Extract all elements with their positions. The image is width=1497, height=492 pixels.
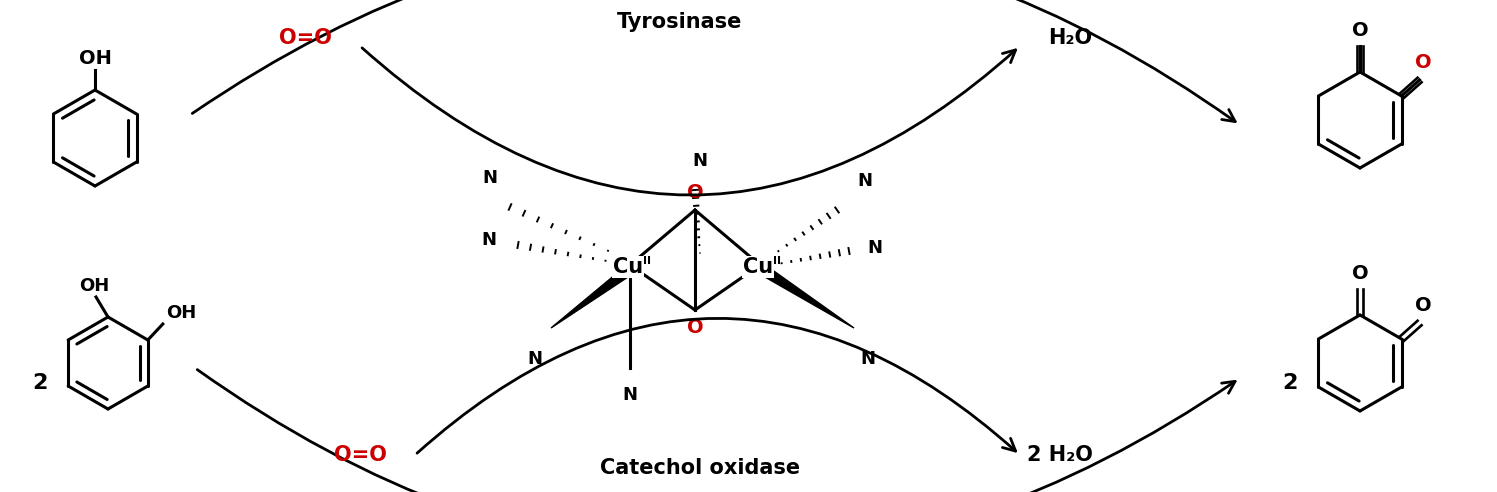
Text: 2 H₂O: 2 H₂O [1027, 445, 1093, 465]
Text: Cu: Cu [743, 257, 772, 277]
Text: O: O [1352, 21, 1368, 40]
Text: O: O [687, 183, 704, 202]
Text: O: O [1352, 264, 1368, 283]
Text: H₂O: H₂O [1048, 28, 1093, 48]
Text: Cu: Cu [612, 257, 644, 277]
Text: OH: OH [79, 277, 109, 295]
Text: OH: OH [166, 304, 196, 322]
Text: N: N [481, 231, 496, 249]
Text: O: O [1415, 296, 1433, 315]
Polygon shape [765, 269, 853, 328]
Text: Catechol oxidase: Catechol oxidase [600, 458, 799, 478]
Text: 2: 2 [33, 373, 48, 393]
Text: 2: 2 [1283, 373, 1298, 393]
Text: O=O: O=O [334, 445, 386, 465]
Text: N: N [867, 239, 882, 257]
Polygon shape [551, 269, 627, 328]
Text: Tyrosinase: Tyrosinase [617, 12, 743, 32]
Text: N: N [623, 386, 638, 404]
Text: N: N [856, 172, 871, 190]
Text: O: O [687, 318, 704, 337]
Text: O: O [1415, 53, 1433, 72]
Text: N: N [527, 350, 542, 368]
Text: N: N [693, 152, 708, 170]
Text: OH: OH [78, 49, 111, 68]
Text: II: II [772, 256, 781, 266]
Text: N: N [861, 350, 876, 368]
Text: II: II [644, 256, 651, 266]
Text: N: N [482, 169, 497, 187]
Text: O=O: O=O [278, 28, 331, 48]
